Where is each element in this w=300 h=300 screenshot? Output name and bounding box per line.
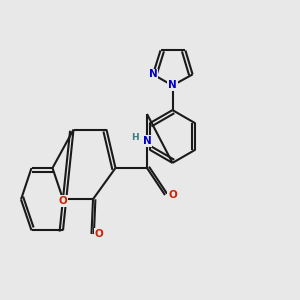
Text: H: H — [131, 133, 139, 142]
Text: N: N — [168, 80, 177, 91]
Text: N: N — [142, 136, 152, 146]
Text: O: O — [94, 229, 103, 239]
Text: O: O — [168, 190, 177, 200]
Text: N: N — [148, 69, 158, 80]
Text: O: O — [58, 196, 68, 206]
